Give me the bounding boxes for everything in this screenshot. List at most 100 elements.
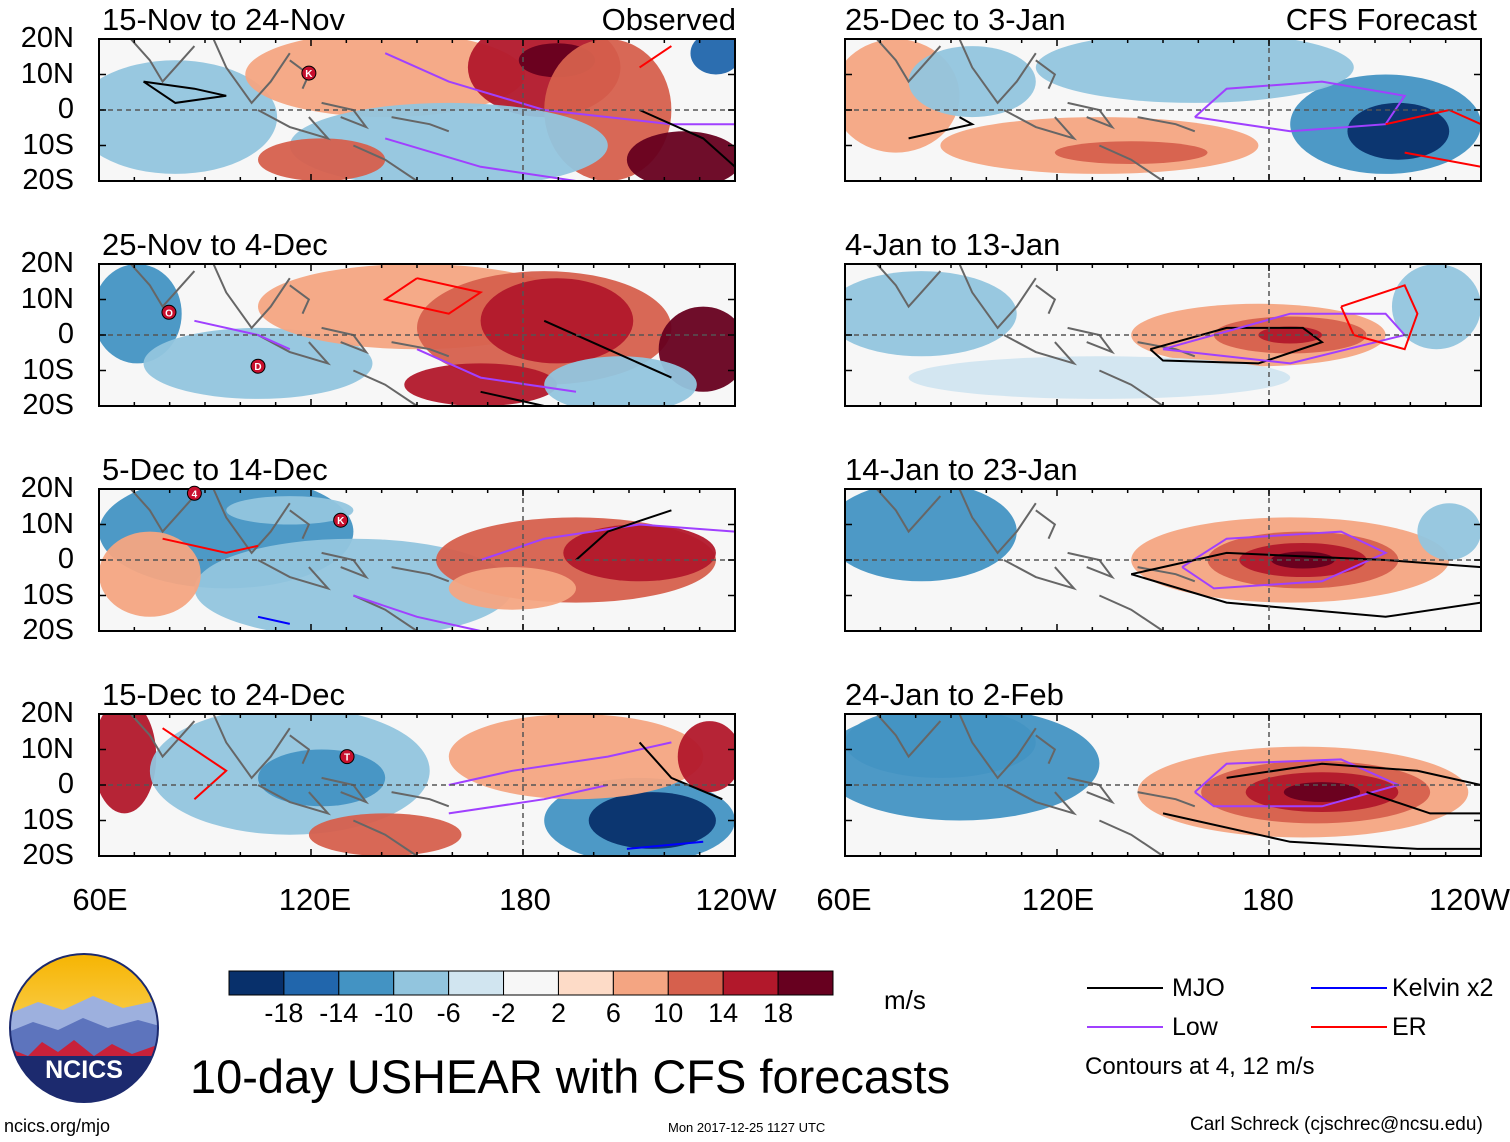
shading-blob: [404, 363, 557, 406]
shading-blob: [245, 39, 526, 118]
colorbar-swatch: [228, 970, 285, 996]
wave-contour: [162, 727, 228, 800]
wave-contour: [639, 109, 735, 168]
coastline: [1137, 341, 1196, 358]
coastline: [1098, 144, 1164, 181]
lon-label: 180: [499, 882, 551, 917]
shading-blob: [1417, 503, 1481, 560]
wave-contour: [626, 840, 704, 850]
coastline: [1003, 784, 1078, 816]
coastline: [321, 326, 370, 355]
panel-title: 25-Nov to 4-Dec: [102, 227, 328, 262]
panel-title: 4-Jan to 13-Jan: [845, 227, 1061, 262]
shading-blob: [544, 356, 697, 406]
coastline: [289, 284, 311, 315]
wave-contour: [1149, 326, 1325, 365]
wave-contour: [1194, 80, 1407, 133]
coastline: [257, 334, 332, 366]
lat-label: 10S: [22, 578, 74, 611]
coastline: [1067, 776, 1116, 805]
coastline: [876, 714, 942, 759]
colorbar-label: 18: [763, 998, 794, 1028]
colorbar-label: -10: [374, 998, 414, 1028]
storm-marker-label: 4: [192, 489, 198, 500]
wave-contour: [639, 45, 672, 69]
colorbar-swatch: [503, 970, 559, 996]
lat-label: 10N: [20, 57, 74, 90]
author: Carl Schreck (cjschrec@ncsu.edu): [1190, 1114, 1483, 1135]
colorbar-label: -18: [264, 998, 304, 1028]
wave-contour: [1181, 530, 1388, 590]
storm-marker: K: [301, 65, 317, 81]
shading-blob: [563, 524, 716, 582]
coastline: [391, 791, 450, 808]
legend-label-low: Low: [1172, 1013, 1218, 1041]
coastline: [391, 116, 450, 133]
wave-contour: [575, 509, 672, 561]
wave-contour: [194, 319, 291, 351]
coastline: [212, 714, 291, 780]
logo-text: NCICS: [45, 1056, 123, 1084]
lon-label: 60E: [816, 882, 872, 917]
coastline: [321, 551, 370, 580]
shading-blob: [626, 131, 735, 181]
wave-contour: [1130, 551, 1481, 576]
storm-marker: O: [161, 304, 177, 320]
coastline: [958, 714, 1037, 780]
lat-label: 10N: [20, 282, 74, 315]
storm-marker: D: [250, 358, 266, 374]
shading-blob: [1283, 782, 1361, 803]
colorbar-swatch: [777, 970, 834, 996]
coastline: [1137, 791, 1196, 808]
coastline: [130, 264, 196, 309]
shading-blob: [908, 356, 1291, 399]
shading-blob: [448, 714, 704, 800]
lat-label: 20S: [22, 164, 74, 196]
observed-header: Observed: [601, 2, 736, 37]
coastline: [1003, 109, 1078, 141]
lon-label: 180: [1242, 882, 1294, 917]
coastline: [289, 509, 311, 540]
colorbar-swatch: [448, 970, 505, 996]
coastline: [352, 144, 418, 181]
lon-label: 60E: [72, 882, 128, 917]
coastline: [391, 341, 450, 358]
coastline: [1067, 326, 1116, 355]
panel-5-map: [845, 39, 1481, 181]
lat-label: 10S: [22, 128, 74, 161]
shading-blob: [480, 278, 634, 364]
colorbar-swatch: [283, 970, 340, 996]
lat-label: 20S: [22, 839, 74, 871]
source-url: ncics.org/mjo: [4, 1116, 111, 1136]
coastline: [958, 489, 1037, 555]
coastline: [257, 559, 332, 591]
storm-marker: T: [339, 749, 355, 765]
coastline: [958, 39, 1037, 105]
coastline: [876, 489, 942, 534]
panel-title: 25-Dec to 3-Jan: [845, 2, 1066, 37]
coastline: [352, 369, 418, 406]
wave-contour: [142, 80, 227, 104]
panel-title: 14-Jan to 23-Jan: [845, 452, 1078, 487]
wave-contour: [448, 784, 609, 815]
shading-blob: [1391, 264, 1481, 350]
lat-label: 10N: [20, 507, 74, 540]
coastline: [130, 489, 196, 534]
coastline: [1067, 101, 1116, 130]
lat-label: 20S: [22, 389, 74, 421]
shading-blob: [908, 46, 1036, 118]
storm-marker: 4: [186, 485, 202, 501]
shading-blob: [677, 721, 735, 793]
coastline: [212, 489, 291, 555]
coastline: [257, 109, 332, 141]
coastline: [352, 594, 418, 631]
shading-blob: [99, 264, 182, 364]
wave-contour: [162, 537, 259, 554]
legend-label-kelvin: Kelvin x2: [1392, 974, 1494, 1002]
coastline: [212, 264, 291, 330]
panel-4-map: [99, 714, 735, 856]
wave-contour: [257, 615, 291, 625]
wave-contour: [1404, 151, 1481, 168]
panel-title: 15-Dec to 24-Dec: [102, 677, 345, 712]
